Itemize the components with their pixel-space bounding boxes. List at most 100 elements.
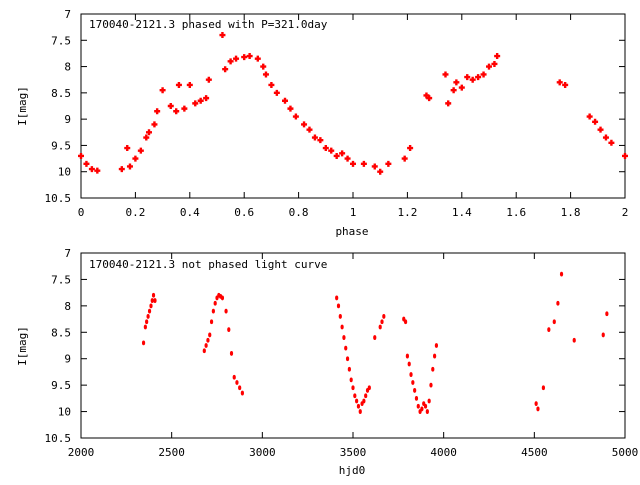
phased-data-point bbox=[181, 105, 188, 112]
phased-data-point bbox=[562, 81, 569, 88]
unphased-xtick-label: 3000 bbox=[249, 446, 276, 459]
phased-ytick-label: 10 bbox=[58, 166, 71, 179]
unphased-data-point bbox=[351, 385, 355, 391]
phased-data-point bbox=[328, 147, 335, 154]
unphased-plot-frame bbox=[80, 252, 626, 439]
phased-data-point bbox=[154, 108, 161, 115]
phased-data-point bbox=[233, 55, 240, 62]
unphased-data-point bbox=[552, 319, 556, 325]
phased-data-point bbox=[350, 160, 356, 167]
phased-data-point bbox=[586, 113, 593, 120]
phased-data-point bbox=[317, 137, 324, 144]
unphased-data-point bbox=[556, 300, 560, 306]
unphased-data-point bbox=[416, 403, 420, 409]
phased-data-point bbox=[146, 129, 152, 136]
unphased-data-point bbox=[364, 393, 368, 399]
unphased-data-point bbox=[208, 332, 212, 338]
unphased-data-point bbox=[335, 295, 339, 301]
phased-data-point bbox=[311, 134, 318, 141]
phased-data-point bbox=[360, 160, 367, 167]
unphased-data-point bbox=[347, 366, 351, 372]
phased-plot-frame bbox=[80, 13, 626, 199]
phased-data-point bbox=[241, 54, 248, 61]
unphased-data-point bbox=[202, 348, 206, 354]
unphased-data-point bbox=[601, 332, 605, 338]
phased-data-point bbox=[260, 63, 267, 70]
phased-data-point bbox=[143, 134, 150, 141]
unphased-ytick-label: 10 bbox=[58, 406, 71, 419]
unphased-data-point bbox=[220, 295, 225, 301]
unphased-data-point bbox=[356, 403, 361, 409]
unphased-data-point bbox=[405, 353, 409, 359]
phased-data-point bbox=[442, 71, 449, 78]
phased-data-point bbox=[219, 32, 226, 39]
unphased-data-point bbox=[403, 319, 408, 325]
phased-data-point bbox=[94, 167, 101, 174]
unphased-data-point bbox=[345, 356, 350, 362]
phased-data-point bbox=[480, 71, 487, 78]
phased-data-point bbox=[423, 92, 430, 99]
phased-ytick-label: 7 bbox=[64, 8, 71, 21]
unphased-ytick-label: 8.5 bbox=[51, 326, 71, 339]
phased-data-point bbox=[197, 97, 204, 104]
unphased-data-point bbox=[151, 292, 156, 298]
phased-data-point bbox=[592, 118, 599, 125]
phased-data-point bbox=[458, 84, 465, 91]
phased-data-point bbox=[186, 81, 193, 88]
phased-xtick-label: 0.6 bbox=[234, 206, 254, 219]
unphased-data-point bbox=[414, 395, 419, 401]
unphased-data-point bbox=[349, 377, 353, 383]
unphased-data-point bbox=[211, 308, 215, 314]
phased-data-point bbox=[453, 79, 460, 86]
phased-data-point bbox=[268, 81, 275, 88]
phased-xtick-label: 0 bbox=[78, 206, 85, 219]
unphased-data-point bbox=[358, 409, 362, 414]
phased-data-point bbox=[159, 87, 166, 94]
phased-data-point bbox=[602, 134, 609, 141]
unphased-ytick-label: 7.5 bbox=[51, 273, 71, 286]
unphased-data-point bbox=[147, 308, 152, 314]
phased-data-point bbox=[339, 150, 346, 157]
unphased-data-point bbox=[146, 314, 150, 319]
phased-data-point bbox=[254, 55, 261, 62]
phased-data-point bbox=[301, 121, 308, 128]
unphased-xtick-label: 3500 bbox=[340, 446, 367, 459]
unphased-data-point bbox=[338, 314, 342, 319]
phased-data-point bbox=[262, 71, 269, 78]
unphased-data-point bbox=[367, 385, 371, 391]
unphased-data-point bbox=[141, 340, 146, 346]
phased-ytick-label: 7.5 bbox=[51, 34, 71, 47]
unphased-data-point bbox=[149, 303, 153, 309]
phased-data-point bbox=[124, 145, 131, 152]
phased-data-point bbox=[491, 60, 498, 67]
unphased-data-point bbox=[409, 372, 413, 377]
unphased-xtick-label: 4000 bbox=[430, 446, 457, 459]
phased-data-point bbox=[597, 126, 604, 133]
unphased-data-point bbox=[547, 327, 551, 333]
unphased-ytick-label: 9.5 bbox=[51, 379, 71, 392]
unphased-data-point bbox=[340, 324, 344, 330]
phased-data-point bbox=[407, 145, 414, 152]
unphased-xtick-label: 2500 bbox=[158, 446, 185, 459]
unphased-data-point bbox=[425, 409, 429, 414]
unphased-data-point bbox=[427, 398, 431, 404]
phased-xtick-label: 1.8 bbox=[561, 206, 581, 219]
phased-ytick-label: 8.5 bbox=[51, 87, 71, 100]
unphased-ytick-label: 7 bbox=[64, 247, 71, 260]
phased-data-point bbox=[273, 89, 280, 96]
unphased-data-point bbox=[355, 398, 359, 404]
unphased-data-point bbox=[353, 393, 357, 399]
unphased-ytick-label: 8 bbox=[64, 300, 71, 313]
unphased-data-point bbox=[536, 406, 540, 412]
unphased-plot-title: 170040-2121.3 not phased light curve bbox=[89, 258, 327, 271]
phased-data-point bbox=[445, 100, 452, 107]
unphased-data-point bbox=[238, 385, 242, 391]
phased-data-point bbox=[246, 53, 253, 60]
phased-data-point bbox=[385, 160, 392, 167]
phased-xtick-label: 1.2 bbox=[397, 206, 417, 219]
phased-xtick-label: 1.4 bbox=[452, 206, 472, 219]
phased-data-point bbox=[322, 145, 329, 152]
phased-data-point bbox=[118, 166, 125, 173]
